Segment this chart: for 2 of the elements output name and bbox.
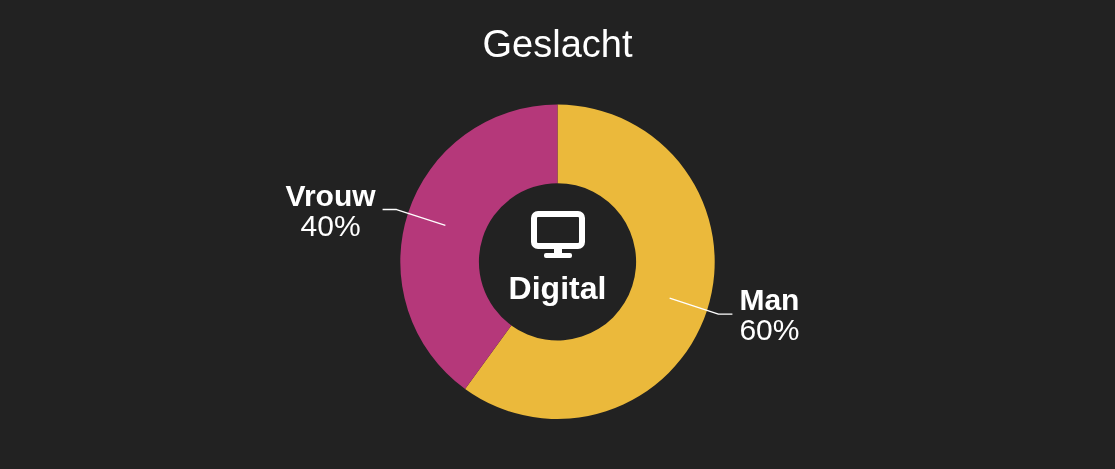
text: Digital: [508, 269, 607, 306]
chart-title: Geslacht: [482, 23, 633, 66]
